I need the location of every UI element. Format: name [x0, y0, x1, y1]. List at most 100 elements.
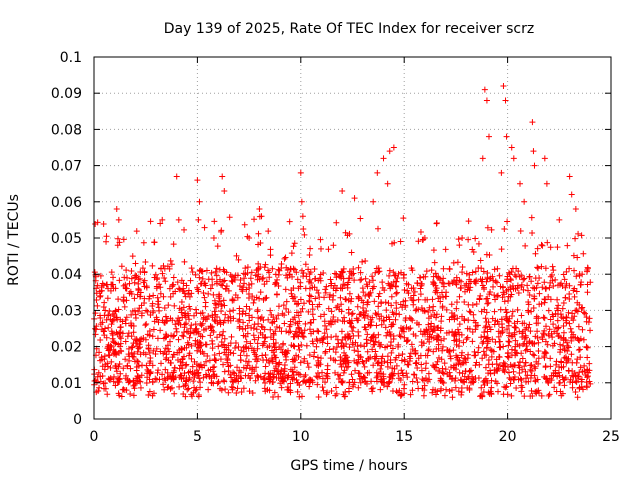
data-point	[312, 295, 319, 302]
data-point	[203, 267, 210, 274]
data-point	[226, 308, 233, 315]
data-point	[180, 391, 187, 398]
data-point	[509, 265, 516, 272]
data-point	[475, 349, 482, 356]
data-point	[218, 339, 225, 346]
data-point	[433, 219, 440, 226]
data-point	[461, 282, 468, 289]
data-point	[340, 265, 347, 272]
data-point	[389, 345, 396, 352]
data-point	[528, 387, 535, 394]
data-point	[267, 307, 274, 314]
data-point	[469, 301, 476, 308]
data-point	[498, 246, 505, 253]
data-point	[414, 365, 421, 372]
data-point	[375, 339, 382, 346]
data-point	[133, 363, 140, 370]
data-point	[330, 356, 337, 363]
data-point	[166, 338, 173, 345]
data-point	[424, 352, 431, 359]
data-point	[522, 359, 529, 366]
data-point	[130, 322, 137, 329]
data-point	[437, 387, 444, 394]
data-point	[531, 372, 538, 379]
data-point	[127, 365, 134, 372]
data-point	[337, 273, 344, 280]
data-point	[374, 373, 381, 380]
data-point	[215, 293, 222, 300]
data-point	[407, 325, 414, 332]
data-point	[235, 318, 242, 325]
data-point	[555, 324, 562, 331]
data-point	[486, 324, 493, 331]
data-point	[281, 365, 288, 372]
data-point	[136, 336, 143, 343]
data-point	[313, 336, 320, 343]
data-point	[281, 255, 288, 262]
data-point	[200, 290, 207, 297]
data-point	[459, 360, 466, 367]
data-point	[521, 363, 528, 370]
data-point	[432, 270, 439, 277]
data-point	[418, 367, 425, 374]
data-point	[191, 384, 198, 391]
data-point	[469, 378, 476, 385]
data-point	[462, 368, 469, 375]
data-point	[243, 352, 250, 359]
data-point	[231, 370, 238, 377]
data-point	[367, 289, 374, 296]
data-point	[485, 133, 492, 140]
data-point	[261, 375, 268, 382]
data-point	[307, 319, 314, 326]
data-point	[572, 206, 579, 213]
data-point	[132, 260, 139, 267]
y-tick-label: 0.04	[51, 267, 82, 283]
data-point	[456, 242, 463, 249]
data-point	[241, 280, 248, 287]
data-point	[386, 379, 393, 386]
data-point	[135, 280, 142, 287]
data-point	[259, 352, 266, 359]
data-point	[401, 390, 408, 397]
data-point	[299, 333, 306, 340]
data-point	[584, 264, 591, 271]
data-point	[479, 276, 486, 283]
data-point	[221, 344, 228, 351]
data-point	[334, 336, 341, 343]
data-point	[294, 276, 301, 283]
data-point	[300, 300, 307, 307]
data-point	[497, 306, 504, 313]
data-point	[297, 308, 304, 315]
data-point	[542, 349, 549, 356]
data-point	[162, 278, 169, 285]
data-point	[311, 265, 318, 272]
data-point	[337, 354, 344, 361]
data-point	[561, 382, 568, 389]
data-point	[290, 243, 297, 250]
data-point	[433, 311, 440, 318]
data-point	[495, 388, 502, 395]
data-point	[301, 231, 308, 238]
data-point	[542, 265, 549, 272]
data-point	[295, 285, 302, 292]
data-point	[134, 358, 141, 365]
data-point	[257, 315, 264, 322]
data-point	[166, 348, 173, 355]
data-point	[275, 371, 282, 378]
data-point	[371, 298, 378, 305]
data-point	[315, 394, 322, 401]
data-point	[146, 369, 153, 376]
data-point	[263, 278, 270, 285]
data-point	[526, 321, 533, 328]
data-point	[270, 393, 277, 400]
data-point	[560, 376, 567, 383]
data-point	[128, 290, 135, 297]
data-point	[306, 383, 313, 390]
data-point	[500, 82, 507, 89]
data-point	[340, 342, 347, 349]
data-point	[317, 277, 324, 284]
data-point	[441, 360, 448, 367]
data-point	[466, 308, 473, 315]
data-point	[199, 275, 206, 282]
data-point	[341, 349, 348, 356]
